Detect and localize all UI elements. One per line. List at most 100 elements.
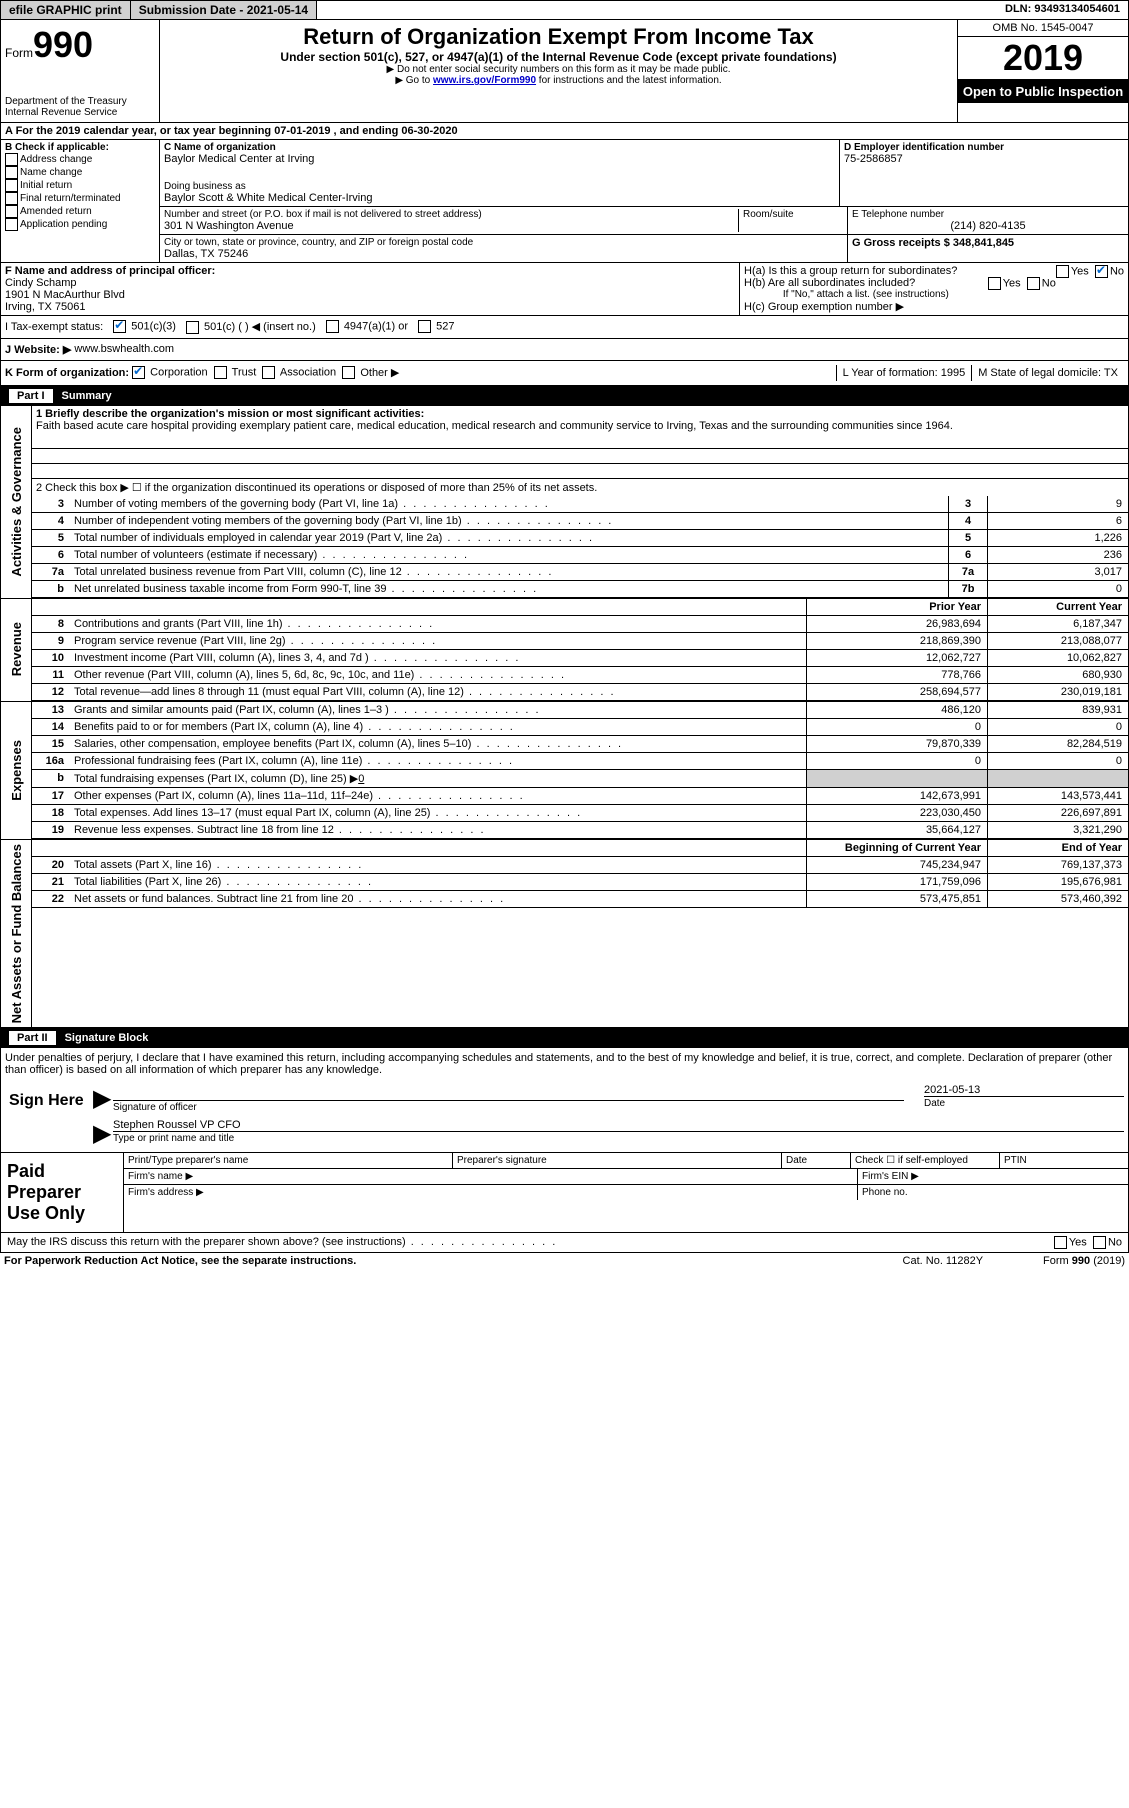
korg-row: K Form of organization: Corporation Trus… <box>0 361 1129 386</box>
row-num: 11 <box>32 666 70 683</box>
row-val: 3,017 <box>988 563 1129 580</box>
expenses-table: 13 Grants and similar amounts paid (Part… <box>32 702 1128 839</box>
chk-amended[interactable]: Amended return <box>5 205 155 218</box>
row-current: 680,930 <box>988 666 1129 683</box>
chk-trust[interactable] <box>214 366 227 379</box>
row-num: 6 <box>32 546 70 563</box>
efile-button[interactable]: efile GRAPHIC print <box>1 1 131 19</box>
officer-addr2: Irving, TX 75061 <box>5 301 735 313</box>
row-current: 769,137,373 <box>988 856 1129 873</box>
ha-yes: Yes <box>1071 265 1089 277</box>
footer-row: For Paperwork Reduction Act Notice, see … <box>0 1253 1129 1269</box>
row-prior: 35,664,127 <box>807 821 988 838</box>
info-block: B Check if applicable: Address change Na… <box>0 140 1129 263</box>
chk-pending-label: Application pending <box>20 219 107 230</box>
exp-row: 17 Other expenses (Part IX, column (A), … <box>32 787 1128 804</box>
ha-no-check[interactable] <box>1095 265 1108 278</box>
row-text: Revenue less expenses. Subtract line 18 … <box>70 821 807 838</box>
row-prior: 218,869,390 <box>807 632 988 649</box>
website-url[interactable]: www.bswhealth.com <box>74 343 174 355</box>
row-text: Number of independent voting members of … <box>70 512 949 529</box>
discuss-yes-check[interactable] <box>1054 1236 1067 1249</box>
sidebar-revenue: Revenue <box>7 618 26 680</box>
opt-4947: 4947(a)(1) or <box>344 321 408 333</box>
chk-initial[interactable]: Initial return <box>5 179 155 192</box>
chk-corp[interactable] <box>132 366 145 379</box>
sidebar-netassets: Net Assets or Fund Balances <box>7 840 26 1027</box>
opt-527: 527 <box>436 321 454 333</box>
net-row: 20 Total assets (Part X, line 16) 745,23… <box>32 856 1128 873</box>
row-prior: 12,062,727 <box>807 649 988 666</box>
line-16b: b Total fundraising expenses (Part IX, c… <box>32 769 1128 787</box>
ein: 75-2586857 <box>844 153 1124 165</box>
line16b-text: Total fundraising expenses (Part IX, col… <box>74 773 358 785</box>
label-d: D Employer identification number <box>844 142 1124 153</box>
row-text: Professional fundraising fees (Part IX, … <box>70 752 807 769</box>
row-boxnum: 7b <box>949 580 988 597</box>
row-num: 7a <box>32 563 70 580</box>
sig-date-label: Date <box>924 1096 1124 1109</box>
part1-header: Part I Summary <box>0 386 1129 406</box>
firm-name: Firm's name ▶ <box>124 1169 858 1184</box>
arrow-icon-2: ▶ <box>93 1119 113 1148</box>
row-val: 1,226 <box>988 529 1129 546</box>
row-text: Total number of volunteers (estimate if … <box>70 546 949 563</box>
row-current: 6,187,347 <box>988 615 1129 632</box>
h-c: H(c) Group exemption number ▶ <box>744 300 1124 313</box>
chk-501c[interactable] <box>186 321 199 334</box>
mission-blank-3 <box>32 464 1128 479</box>
line16b-curr-shaded <box>988 769 1129 787</box>
chk-name[interactable]: Name change <box>5 166 155 179</box>
row-current: 82,284,519 <box>988 735 1129 752</box>
dept-treasury: Department of the Treasury <box>5 96 155 107</box>
row-text: Investment income (Part VIII, column (A)… <box>70 649 807 666</box>
row-text: Grants and similar amounts paid (Part IX… <box>70 702 807 719</box>
chk-pending[interactable]: Application pending <box>5 218 155 231</box>
label-g: G Gross receipts $ 348,841,845 <box>852 237 1124 249</box>
discuss-no-check[interactable] <box>1093 1236 1106 1249</box>
ha-text: H(a) Is this a group return for subordin… <box>744 265 957 277</box>
ha-yes-check[interactable] <box>1056 265 1069 278</box>
row-text: Salaries, other compensation, employee b… <box>70 735 807 752</box>
gov-row: 4 Number of independent voting members o… <box>32 512 1128 529</box>
chk-other[interactable] <box>342 366 355 379</box>
paperwork-notice: For Paperwork Reduction Act Notice, see … <box>4 1255 356 1267</box>
row-num: b <box>32 580 70 597</box>
form990-link[interactable]: www.irs.gov/Form990 <box>433 75 536 86</box>
chk-name-label: Name change <box>20 167 82 178</box>
part2-label: Part II <box>8 1030 57 1046</box>
label-i: I Tax-exempt status: <box>5 321 103 333</box>
row-text: Total liabilities (Part X, line 26) <box>70 873 807 890</box>
city-label: City or town, state or province, country… <box>164 237 843 248</box>
chk-4947[interactable] <box>326 320 339 333</box>
row-prior: 486,120 <box>807 702 988 719</box>
dba-name: Baylor Scott & White Medical Center-Irvi… <box>164 192 835 204</box>
hb-no-check[interactable] <box>1027 277 1040 290</box>
rev-header: Prior Year Current Year <box>32 599 1128 616</box>
hb-yes-check[interactable] <box>988 277 1001 290</box>
opt-assoc: Association <box>280 367 336 379</box>
chk-501c3[interactable] <box>113 320 126 333</box>
exp-row: 15 Salaries, other compensation, employe… <box>32 735 1128 752</box>
label-k: K Form of organization: <box>5 367 129 379</box>
row-prior: 142,673,991 <box>807 787 988 804</box>
row-num: 12 <box>32 683 70 700</box>
chk-assoc[interactable] <box>262 366 275 379</box>
row-current: 573,460,392 <box>988 890 1129 907</box>
goto-post: for instructions and the latest informat… <box>536 75 722 86</box>
gov-row: b Net unrelated business taxable income … <box>32 580 1128 597</box>
rev-row: 8 Contributions and grants (Part VIII, l… <box>32 615 1128 632</box>
tax-status-row: I Tax-exempt status: 501(c)(3) 501(c) ( … <box>0 316 1129 339</box>
row-text: Other revenue (Part VIII, column (A), li… <box>70 666 807 683</box>
submission-date: Submission Date - 2021-05-14 <box>131 1 317 19</box>
line1-label: 1 Briefly describe the organization's mi… <box>36 408 1124 420</box>
row-num: 16a <box>32 752 70 769</box>
row-val: 0 <box>988 580 1129 597</box>
chk-address[interactable]: Address change <box>5 153 155 166</box>
mission-blank-1 <box>32 434 1128 449</box>
mission-blank-2 <box>32 449 1128 464</box>
row-prior: 573,475,851 <box>807 890 988 907</box>
chk-final[interactable]: Final return/terminated <box>5 192 155 205</box>
label-e: E Telephone number <box>852 209 1124 220</box>
chk-527[interactable] <box>418 320 431 333</box>
